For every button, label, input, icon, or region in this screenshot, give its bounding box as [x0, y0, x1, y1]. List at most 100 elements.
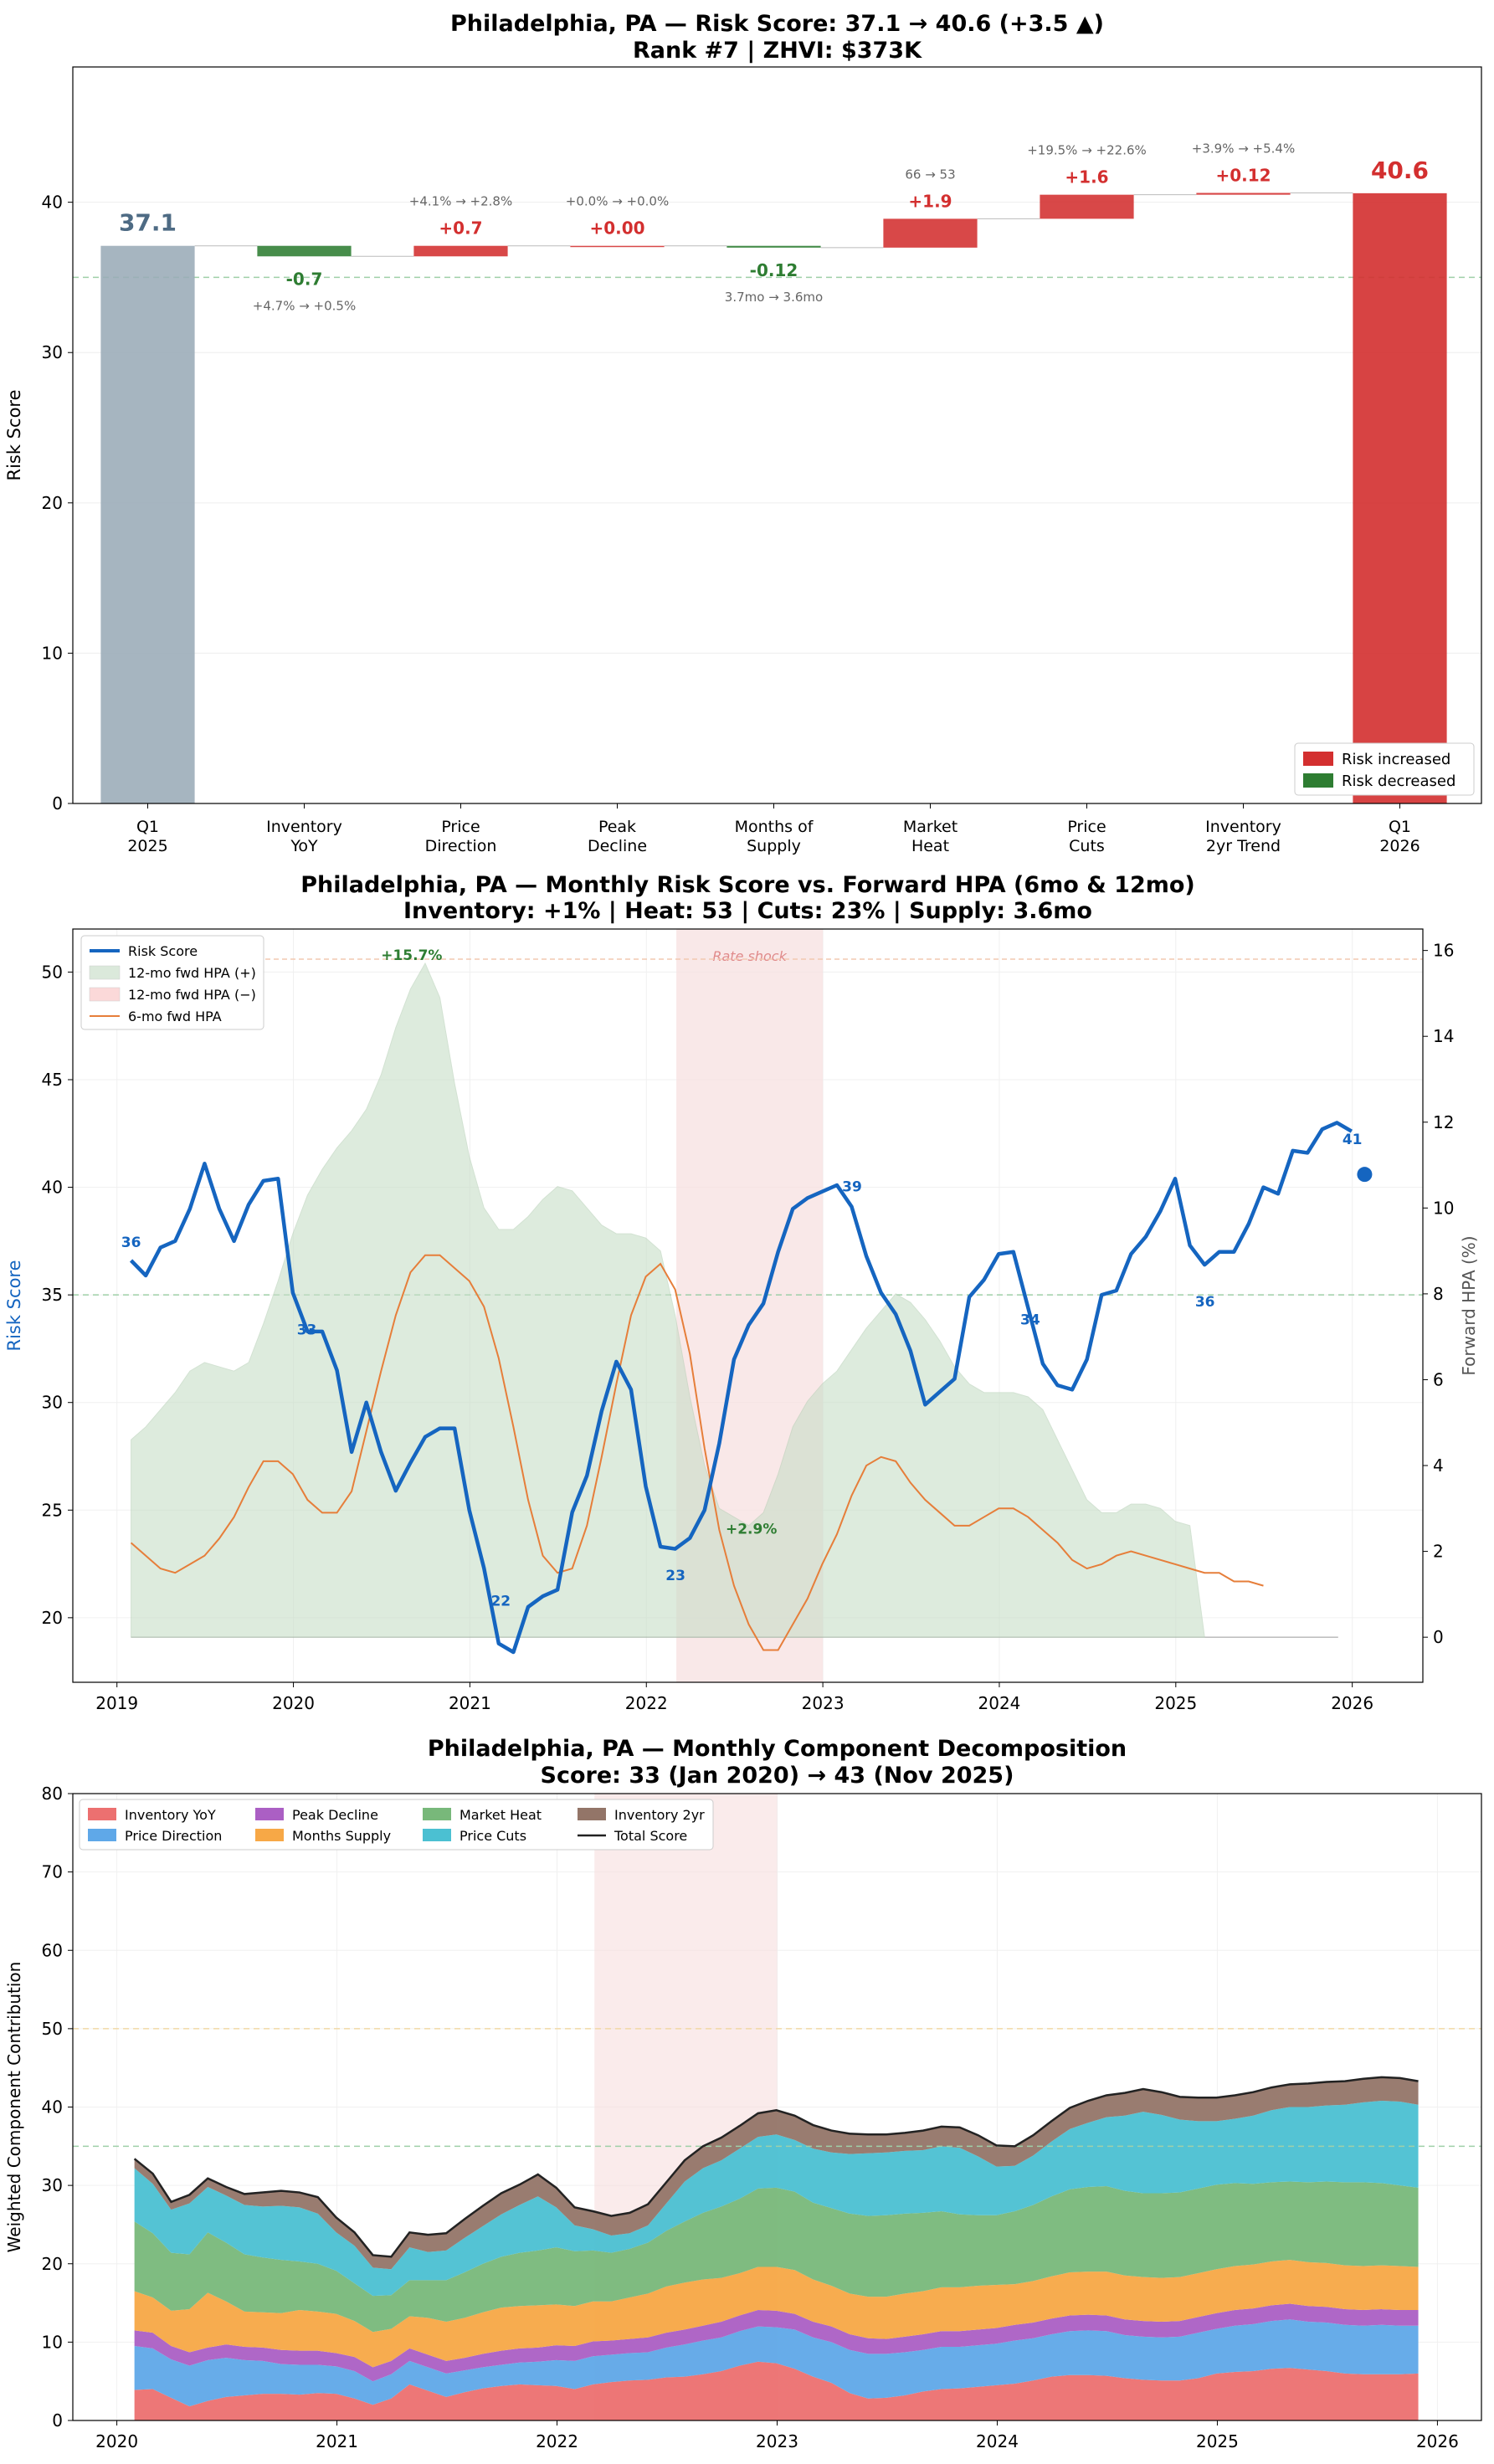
legend-label: Inventory 2yr	[614, 1807, 705, 1823]
legend-label: Months Supply	[292, 1828, 391, 1844]
waterfall-bar	[413, 245, 508, 257]
delta-label: +0.00	[589, 218, 644, 239]
y-axis-label: Risk Score	[4, 1260, 24, 1351]
legend-swatch	[1303, 752, 1333, 766]
x-tick-label: 2021	[316, 2431, 358, 2451]
y2-tick-label: 0	[1433, 1627, 1444, 1647]
area-peak-decline	[134, 2303, 1419, 2382]
y-tick-label: 40	[42, 192, 63, 213]
legend-label: Risk increased	[1342, 751, 1450, 768]
chart3-frame	[72, 1793, 1482, 2421]
risk-score-line	[129, 1121, 1353, 1655]
legend-label: Market Heat	[459, 1807, 542, 1823]
waterfall-bar	[100, 245, 195, 803]
line-annotation: 41	[1343, 1132, 1363, 1148]
rate-shock-label: Rate shock	[712, 948, 787, 964]
x-tick-label: 2024	[976, 2431, 1019, 2451]
x-category-label: Price Cuts	[1067, 818, 1106, 855]
area-inventory-yoy	[134, 2361, 1419, 2420]
chart1-frame	[72, 66, 1482, 804]
area-inventory-2yr	[134, 2076, 1419, 2270]
y-tick-label: 40	[42, 1178, 63, 1198]
legend-swatch	[423, 1808, 451, 1820]
legend-label: 6-mo fwd HPA	[128, 1009, 222, 1024]
y-axis-label: Risk Score	[4, 389, 24, 480]
legend-box	[1294, 742, 1475, 796]
y-tick-label: 50	[42, 2019, 63, 2039]
x-tick-label: 2022	[536, 2431, 578, 2451]
legend-swatch	[578, 1808, 606, 1820]
delta-note: +19.5% → +22.6%	[1027, 143, 1147, 158]
y-tick-label: 40	[42, 2097, 63, 2118]
y-tick-label: 30	[42, 2175, 63, 2195]
y2-tick-label: 4	[1433, 1455, 1444, 1476]
x-tick-label: 2021	[449, 1693, 491, 1713]
waterfall-bar	[1040, 194, 1134, 219]
legend-swatch	[1303, 773, 1333, 788]
x-tick-label: 2024	[978, 1693, 1021, 1713]
x-tick-label: 2020	[272, 1693, 315, 1713]
legend-box	[80, 935, 264, 1030]
x-tick-label: 2026	[1416, 2431, 1459, 2451]
x-category-label: Q1 2026	[1379, 818, 1420, 855]
y2-tick-label: 10	[1433, 1198, 1454, 1218]
delta-note: +4.7% → +0.5%	[253, 298, 356, 313]
legend-label: Risk Score	[128, 943, 198, 959]
y-tick-label: 30	[42, 1393, 63, 1413]
legend-swatch	[255, 1829, 284, 1841]
delta-label: -0.7	[286, 269, 323, 289]
legend-swatch	[255, 1808, 284, 1820]
legend-label: Risk decreased	[1342, 773, 1455, 790]
x-tick-label: 2022	[625, 1693, 668, 1713]
legend-label: Peak Decline	[292, 1807, 378, 1823]
line-annotation: 39	[842, 1179, 862, 1196]
x-tick-label: 2026	[1331, 1693, 1373, 1713]
y-tick-label: 50	[42, 962, 63, 982]
waterfall-bar	[257, 245, 352, 257]
y-tick-label: 60	[42, 1940, 63, 1960]
y-tick-label: 35	[42, 1285, 63, 1305]
delta-note: 66 → 53	[905, 167, 955, 182]
y-tick-label: 70	[42, 1862, 63, 1882]
chart2-frame	[72, 928, 1424, 1683]
chart2-subtitle: Inventory: +1% | Heat: 53 | Cuts: 23% | …	[403, 898, 1092, 924]
delta-label: -0.12	[750, 260, 798, 280]
line-annotation: +2.9%	[726, 1522, 777, 1538]
delta-note: +3.9% → +5.4%	[1192, 141, 1295, 156]
line-annotation: +15.7%	[381, 947, 442, 964]
area-months-supply	[134, 2260, 1419, 2368]
x-category-label: Peak Decline	[588, 818, 647, 855]
legend-label: Price Direction	[125, 1828, 222, 1844]
y-tick-label: 10	[42, 2332, 63, 2352]
legend-swatch	[88, 1808, 116, 1820]
y2-tick-label: 12	[1433, 1112, 1454, 1132]
line-annotation: 33	[297, 1322, 317, 1339]
y-tick-label: 30	[42, 342, 63, 362]
delta-note: +0.0% → +0.0%	[566, 194, 669, 209]
delta-label: +1.6	[1065, 167, 1108, 187]
total-label: 37.1	[119, 209, 177, 237]
line-annotation: 36	[121, 1235, 141, 1251]
x-category-label: Months of Supply	[735, 818, 814, 855]
chart3-title: Philadelphia, PA — Monthly Component Dec…	[428, 1736, 1127, 1762]
legend-swatch	[423, 1829, 451, 1841]
y2-tick-label: 2	[1433, 1542, 1444, 1562]
endpoint-marker	[1357, 1167, 1373, 1183]
y-tick-label: 20	[42, 2254, 63, 2274]
area-price-cuts	[134, 2101, 1419, 2297]
delta-label: +0.7	[439, 218, 482, 239]
delta-note: 3.7mo → 3.6mo	[725, 290, 823, 305]
area-price-direction	[134, 2319, 1419, 2407]
legend-label: 12-mo fwd HPA (−)	[128, 987, 256, 1003]
delta-note: +4.1% → +2.8%	[409, 194, 512, 209]
delta-label: +0.12	[1215, 165, 1271, 185]
total-score-line	[133, 2076, 1419, 2258]
total-label: 40.6	[1371, 157, 1429, 184]
x-category-label: Price Direction	[425, 818, 497, 855]
line-annotation: 36	[1195, 1294, 1215, 1311]
x-category-label: Q1 2025	[127, 818, 167, 855]
y2-tick-label: 6	[1433, 1369, 1444, 1389]
chart2-title: Philadelphia, PA — Monthly Risk Score vs…	[300, 872, 1195, 898]
chart3-subtitle: Score: 33 (Jan 2020) → 43 (Nov 2025)	[541, 1763, 1014, 1789]
